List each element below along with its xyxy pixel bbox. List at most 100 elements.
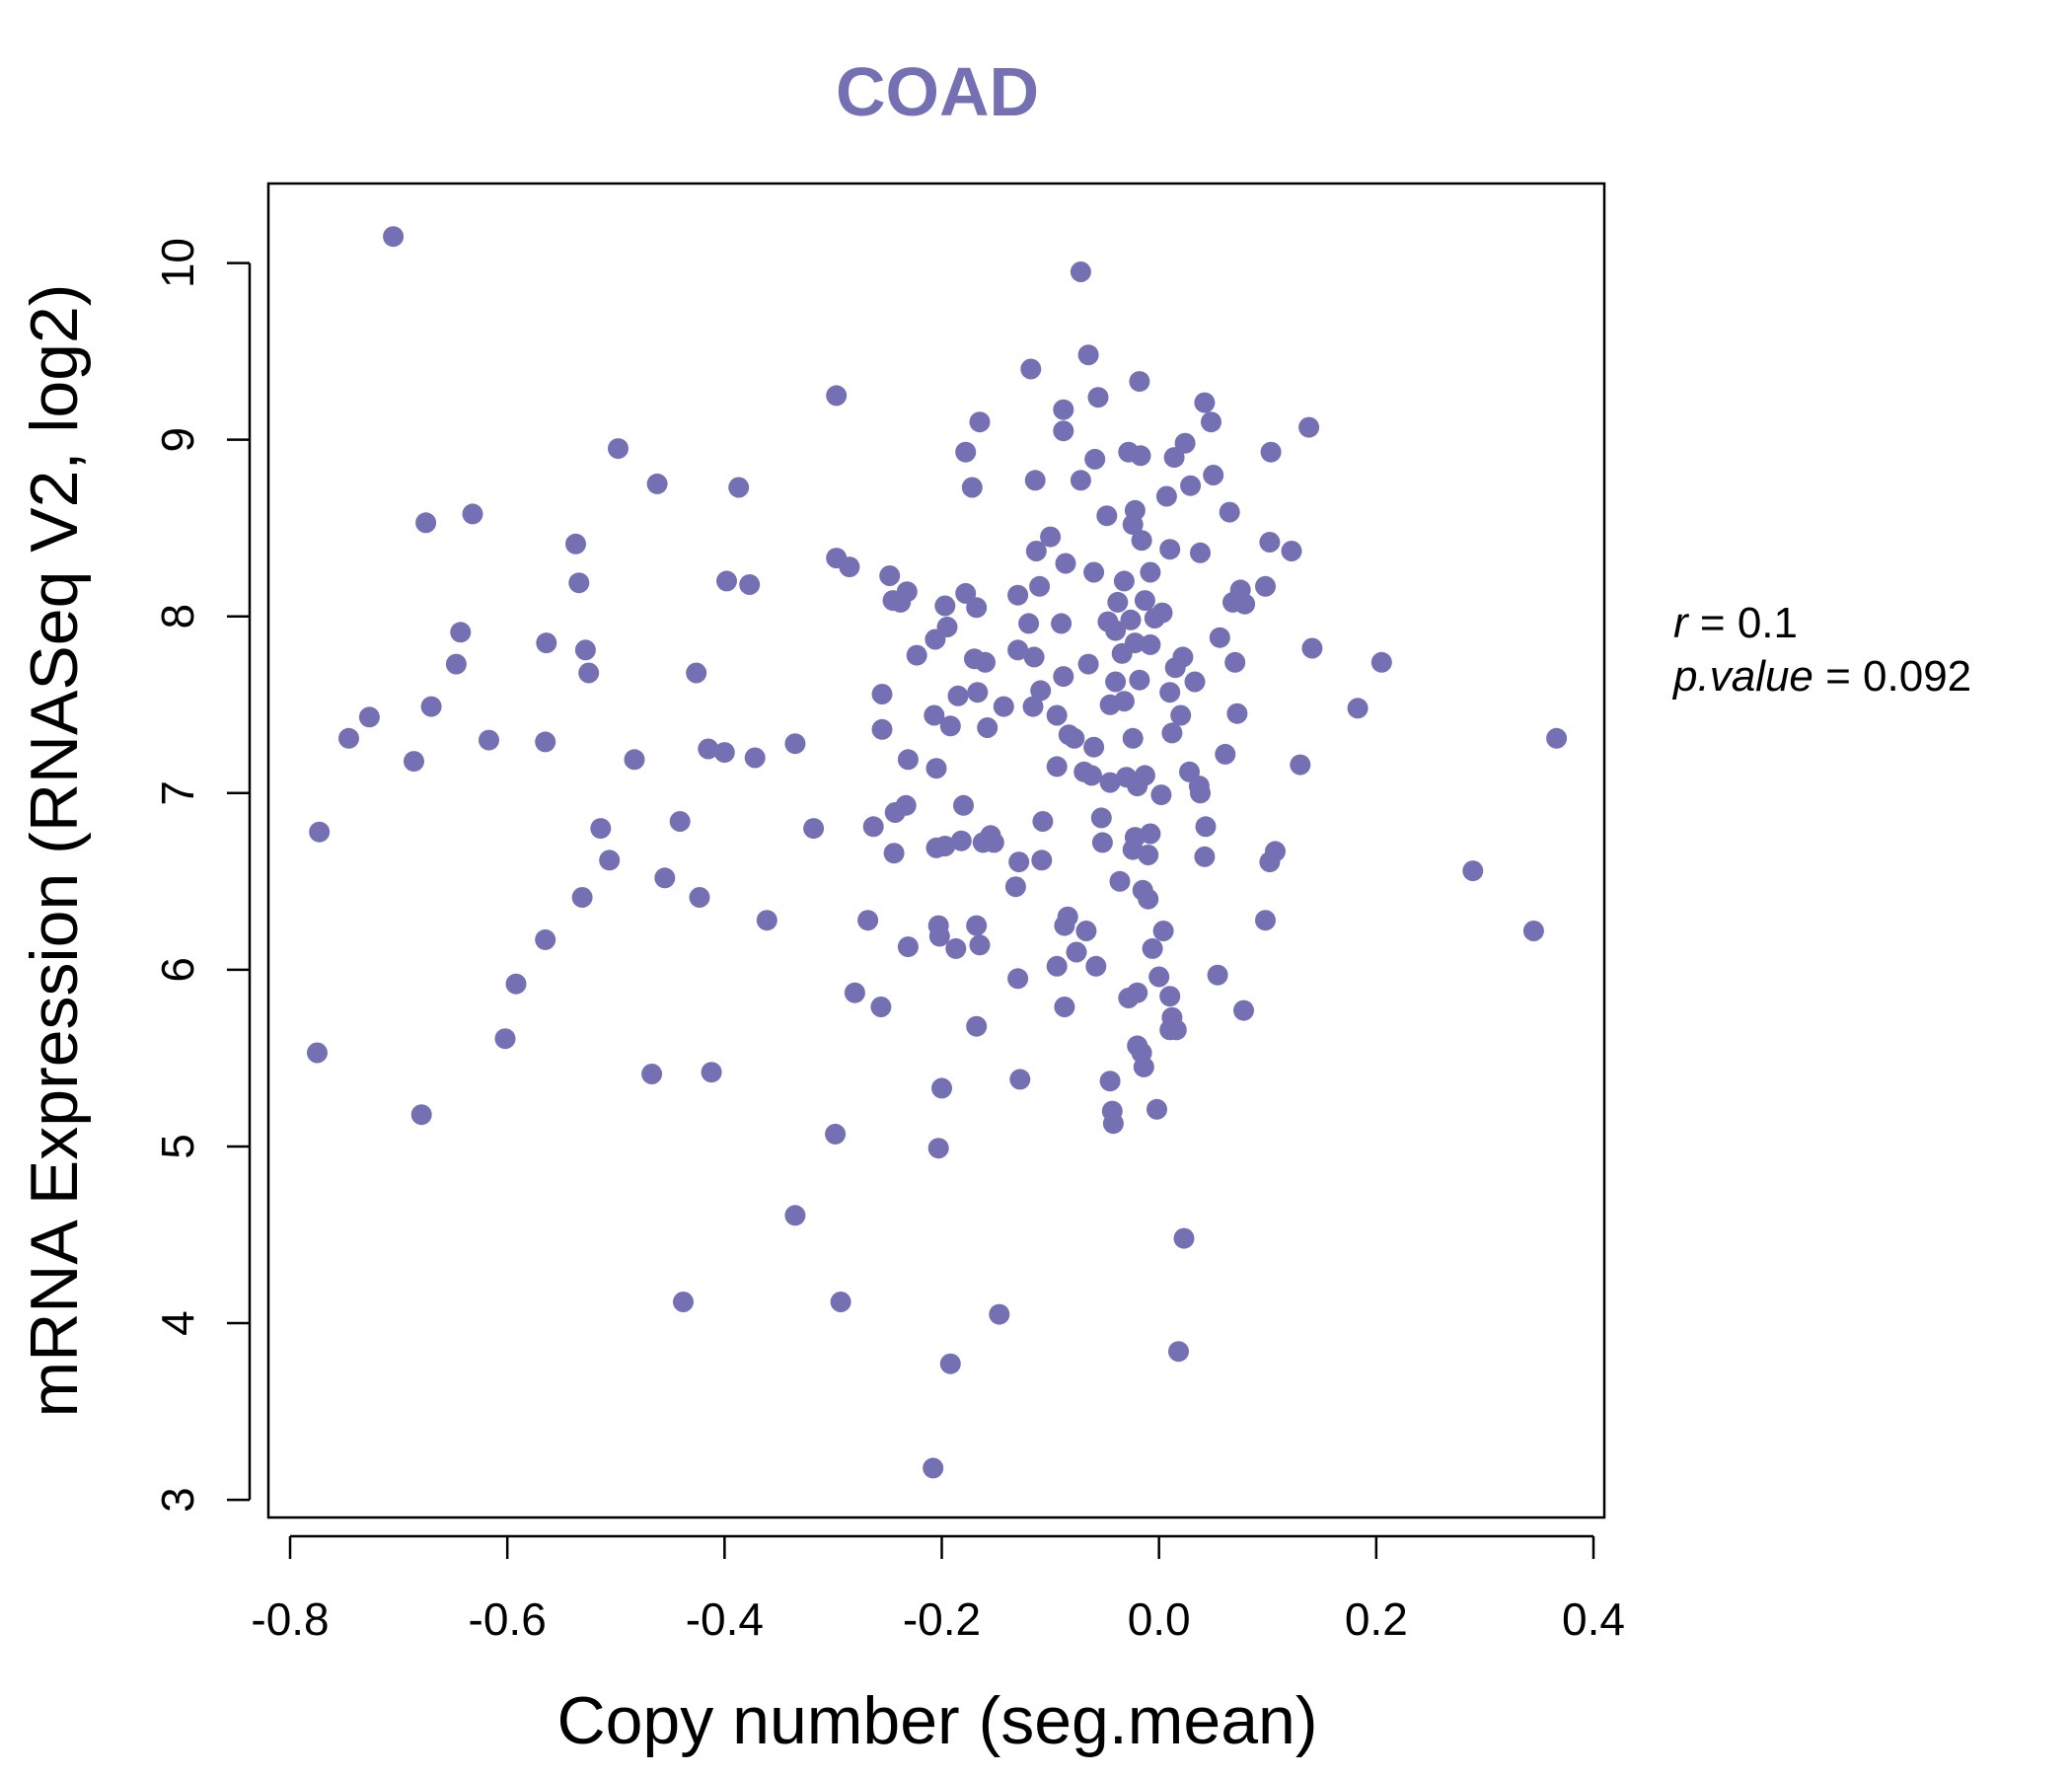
data-point [1105,671,1127,693]
y-tick-label: 7 [152,780,203,806]
data-point [462,503,483,525]
data-point [1215,743,1236,765]
data-point [309,821,331,843]
data-point [1046,756,1068,777]
data-point [404,751,424,773]
data-point [924,704,945,726]
data-point [870,997,892,1017]
data-point [928,925,950,947]
data-point [1281,541,1302,561]
data-point [1174,432,1196,454]
data-point [1298,416,1320,438]
data-point [1168,1341,1189,1363]
data-point [923,1457,944,1479]
x-tick-label: -0.8 [251,1593,329,1645]
data-point [1138,845,1159,865]
data-point [1030,680,1052,702]
data-point [927,1138,949,1159]
data-point [784,733,806,755]
data-point [977,717,999,738]
data-point [1134,590,1155,612]
data-point [698,738,719,760]
data-point [505,973,527,995]
data-point [739,574,761,595]
data-point [1085,955,1107,977]
data-point [1226,703,1248,724]
data-point [1080,765,1102,786]
data-point [1159,986,1181,1007]
data-point [969,411,991,433]
data-point [1140,633,1161,655]
data-point [966,597,988,619]
data-point [939,715,961,737]
data-point [1053,399,1074,420]
data-point [939,1353,961,1374]
data-point [961,477,983,498]
data-point [1020,358,1042,380]
data-point [568,572,590,594]
data-point [1184,671,1206,693]
data-point [716,570,737,592]
data-point [450,622,472,643]
y-tick-label: 5 [152,1134,203,1159]
y-tick-label: 10 [152,238,203,288]
data-point [1161,722,1183,744]
data-point [844,982,865,1003]
data-point [895,794,917,816]
data-point [1129,371,1150,393]
data-point [307,1042,328,1064]
data-point [728,477,750,498]
data-point [338,727,359,749]
data-point [1077,653,1099,675]
data-point [689,887,710,908]
data-point [1087,387,1109,408]
data-point [969,934,991,956]
data-point [1024,470,1046,491]
data-point [1148,966,1170,988]
data-point [535,928,556,950]
data-point [1201,411,1221,433]
r-value: 0.1 [1737,599,1798,647]
y-tick-label: 8 [152,604,203,629]
data-point [826,385,848,407]
data-point [1224,651,1246,673]
data-point [1051,613,1073,634]
chart-title: COAD [836,53,1039,130]
x-tick-label: -0.6 [469,1593,547,1645]
data-points [307,226,1568,1479]
data-point [1083,561,1105,583]
data-point [983,832,1004,853]
data-point [1370,651,1392,673]
data-point [1233,999,1254,1021]
x-tick-label: -0.2 [903,1593,981,1645]
data-point [1054,997,1075,1017]
data-point [1029,575,1051,597]
data-point [1150,784,1172,806]
data-point [989,1303,1010,1325]
y-tick-label: 4 [152,1310,203,1336]
y-tick-label: 9 [152,427,203,453]
data-point [1234,593,1256,615]
data-point [1159,539,1181,560]
data-point [1070,261,1091,282]
data-point [1031,850,1053,871]
data-point [624,749,645,771]
data-point [1113,691,1135,712]
data-point [756,910,777,931]
data-point [897,936,919,958]
data-point [1083,736,1105,758]
data-point [947,685,969,706]
data-point [966,1015,988,1037]
data-point [415,512,437,534]
data-point [1190,542,1211,563]
data-point [966,915,988,936]
data-point [669,811,691,832]
data-point [1194,392,1216,413]
data-point [571,887,593,908]
data-point [1090,807,1112,829]
data-point [1151,602,1173,624]
data-point [358,706,380,728]
data-point [479,729,499,751]
data-point [654,867,676,889]
data-point [1301,637,1323,659]
